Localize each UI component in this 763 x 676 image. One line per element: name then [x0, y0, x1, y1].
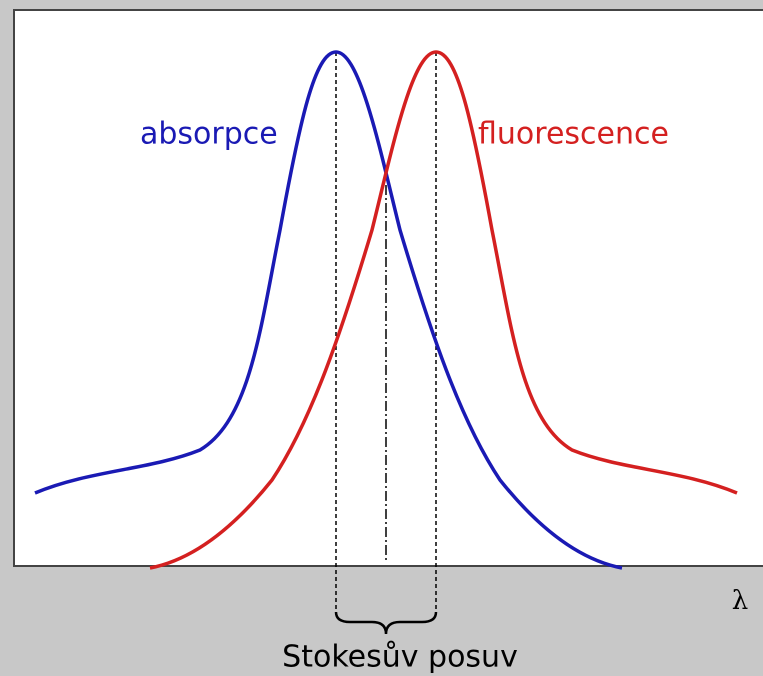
axis-label: λ — [732, 586, 748, 616]
fluorescence-curve — [149, 50, 738, 570]
absorption-label: absorpce — [140, 117, 278, 152]
fluorescence-label: fluorescence — [478, 117, 669, 152]
shift-label: Stokesův posuv — [282, 640, 518, 675]
absorption-curve — [34, 50, 623, 570]
plot-area — [13, 9, 763, 567]
brace — [334, 611, 438, 635]
